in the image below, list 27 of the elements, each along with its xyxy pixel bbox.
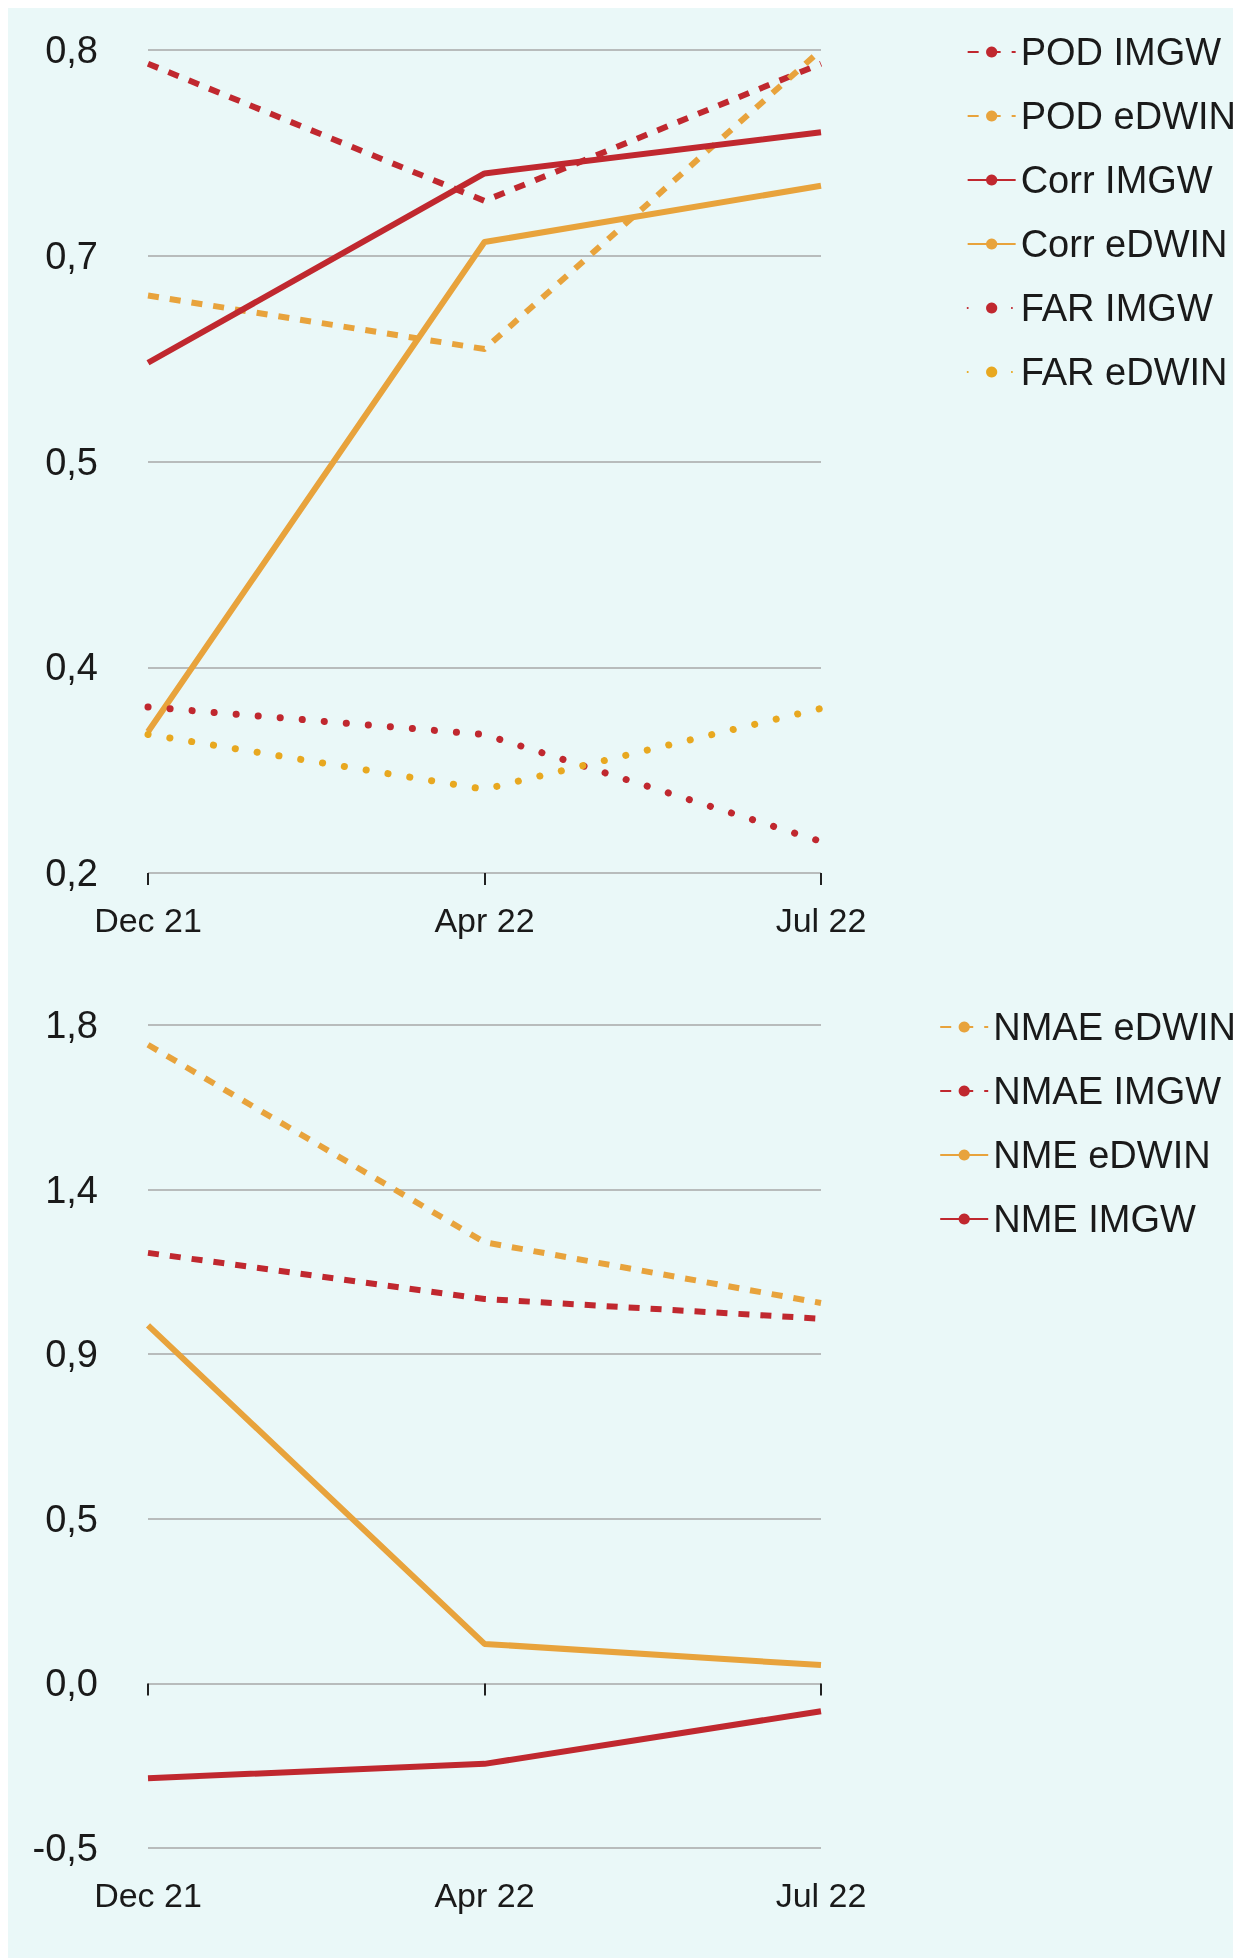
- legend-label: NME IMGW: [993, 1198, 1196, 1240]
- y-tick-label: 1,8: [45, 1004, 98, 1046]
- legend-label: FAR eDWIN: [1020, 351, 1228, 393]
- y-tick-label: -0,5: [32, 1827, 98, 1869]
- legend-label: Corr IMGW: [1020, 159, 1213, 201]
- legend-label: NMAE IMGW: [993, 1070, 1222, 1112]
- x-tick-label: Apr 22: [434, 1876, 535, 1914]
- y-tick-label: 0,5: [45, 440, 98, 483]
- y-tick-label: 0,2: [45, 852, 98, 894]
- y-tick-label: 0,0: [45, 1662, 98, 1705]
- y-tick-label: 0,5: [45, 1497, 98, 1540]
- legend-label: FAR IMGW: [1020, 287, 1213, 329]
- legend-label: POD IMGW: [1020, 31, 1222, 73]
- x-tick-label: Jul 22: [775, 1876, 867, 1914]
- y-tick-label: 0,7: [45, 234, 98, 277]
- x-tick-label: Dec 21: [94, 901, 202, 939]
- x-tick-label: Jul 22: [775, 901, 867, 939]
- legend-label: NMAE eDWIN: [993, 1006, 1233, 1048]
- y-tick-label: 1,4: [45, 1168, 98, 1211]
- legend-label: POD eDWIN: [1020, 95, 1233, 137]
- y-tick-label: 0,8: [45, 29, 98, 71]
- x-tick-label: Apr 22: [434, 901, 535, 939]
- x-tick-label: Dec 21: [94, 1876, 202, 1914]
- y-tick-label: 0,4: [45, 646, 98, 689]
- legend-label: NME eDWIN: [993, 1134, 1211, 1176]
- y-tick-label: 0,9: [45, 1333, 98, 1376]
- legend-label: Corr eDWIN: [1020, 223, 1228, 265]
